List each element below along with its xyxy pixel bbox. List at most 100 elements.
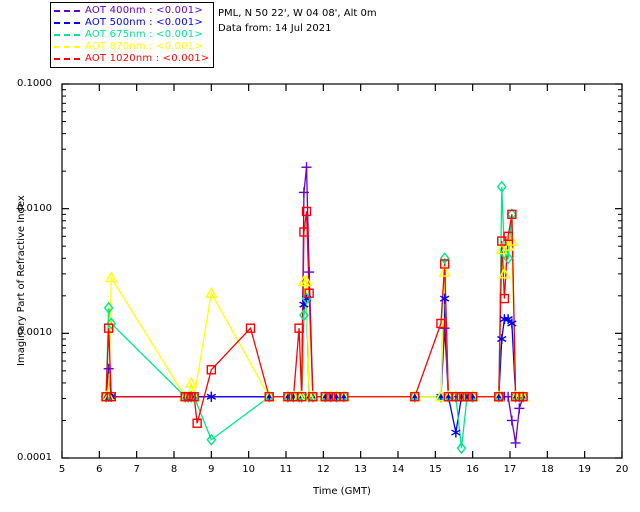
header-block: PML, N 50 22', W 04 08', Alt 0m Data fro… (218, 6, 377, 36)
data-point-diamond (296, 390, 307, 403)
series-layer (99, 162, 530, 455)
data-point-diamond (101, 390, 111, 403)
data-point-plus (506, 415, 517, 426)
data-point-asterisk (507, 318, 517, 329)
data-point-diamond (467, 390, 478, 403)
x-axis-tick-label: 11 (279, 464, 293, 475)
legend-item-aot-400: AOT 400nm : <0.001> (54, 5, 209, 17)
data-point-square (245, 323, 256, 333)
data-point-square (518, 392, 528, 402)
data-point-triangle (498, 267, 511, 279)
x-axis-tick-label: 6 (96, 464, 103, 475)
data-point-diamond (338, 390, 349, 403)
data-point-square (189, 392, 199, 402)
data-point-square (308, 392, 318, 402)
legend-item-label: AOT 675nm : <0.001> (85, 29, 203, 40)
y-axis-tick-label: 0.1000 (17, 78, 52, 89)
data-point-square (296, 392, 307, 402)
legend: AOT 400nm : <0.001> AOT 500nm : <0.001> AO… (50, 2, 215, 68)
data-point-square (192, 418, 202, 428)
series-line-aot-1020nm (105, 211, 524, 424)
x-axis-tick-label: 8 (170, 464, 178, 475)
data-point-asterisk (451, 427, 461, 438)
data-point-square (294, 323, 304, 333)
data-point-square (339, 392, 349, 402)
data-point-square (451, 392, 461, 402)
legend-item-label: AOT 1020nm : <0.001> (85, 53, 210, 64)
data-point-diamond (294, 390, 304, 403)
x-axis-tick-label: 20 (615, 464, 629, 475)
data-point-plus (510, 437, 521, 448)
data-point-square (456, 392, 467, 402)
x-axis-tick-label: 13 (354, 464, 368, 475)
legend-item-aot-1020: AOT 1020nm : <0.001> (54, 53, 209, 65)
data-point-plus (514, 403, 525, 414)
data-point-asterisk (499, 314, 510, 325)
data-point-square (103, 323, 114, 333)
legend-dash-icon (54, 22, 80, 24)
legend-dash-icon (54, 10, 80, 12)
data-point-square (494, 392, 504, 402)
legend-item-aot-870: AOT 870nm : <0.001> (54, 41, 209, 53)
data-point-diamond (496, 180, 507, 193)
data-point-diamond (456, 442, 467, 455)
series-line-aot-500nm (106, 298, 524, 433)
site-location-line: PML, N 50 22', W 04 08', Alt 0m (218, 8, 377, 19)
legend-item-aot-675: AOT 675nm : <0.001> (54, 29, 209, 41)
data-point-square (436, 318, 446, 329)
data-point-diamond (206, 433, 217, 446)
y-axis-tick-label: 0.0001 (17, 452, 52, 463)
data-point-plus (103, 363, 114, 374)
data-point-square (299, 227, 309, 237)
data-point-triangle (184, 376, 198, 388)
series-line-aot-870nm (106, 239, 524, 398)
data-point-diamond (503, 252, 514, 265)
data-point-plus (298, 187, 309, 198)
x-axis-tick-label: 19 (578, 464, 592, 475)
data-point-square (507, 209, 517, 220)
data-point-square (462, 392, 472, 402)
y-axis-tick-label: 0.0100 (17, 202, 52, 214)
y-axis-tick-label: 0.0010 (17, 327, 52, 339)
series-line-aot-675nm (105, 186, 524, 449)
data-point-square (320, 392, 330, 402)
data-point-square (301, 206, 312, 217)
x-axis-tick-label: 14 (391, 464, 405, 475)
data-point-square (326, 392, 336, 402)
data-point-square (410, 392, 420, 402)
data-point-diamond (439, 252, 450, 265)
data-point-triangle (300, 275, 313, 287)
data-date-line: Data from: 14 Jul 2021 (218, 23, 332, 34)
x-axis-tick-label: 9 (208, 464, 215, 475)
legend-dash-icon (54, 58, 80, 60)
data-point-square (101, 392, 111, 402)
data-point-square (499, 293, 510, 304)
plot-frame (61, 83, 623, 459)
data-point-diamond (450, 390, 461, 403)
data-point-diamond (436, 390, 446, 403)
legend-dash-icon (54, 46, 80, 48)
data-point-square (304, 288, 314, 298)
legend-dash-icon (54, 34, 80, 36)
data-point-triangle (105, 271, 118, 283)
data-point-diamond (103, 301, 114, 315)
data-point-square (264, 392, 274, 402)
data-point-triangle (438, 265, 451, 277)
data-point-diamond (443, 390, 454, 403)
x-axis-tick-label: 5 (58, 464, 66, 475)
legend-item-label: AOT 400nm : <0.001> (85, 5, 203, 16)
data-point-asterisk (497, 334, 507, 345)
x-axis-tick-label: 12 (316, 464, 330, 475)
legend-item-label: AOT 870nm : <0.001> (85, 41, 203, 52)
x-axis-tick-label: 17 (503, 464, 517, 475)
x-axis-tick-label: 16 (466, 464, 480, 475)
x-axis-tick-label: 15 (428, 464, 442, 475)
data-point-asterisk (206, 391, 217, 402)
x-axis-title: Time (GMT) (313, 486, 371, 497)
data-point-asterisk (439, 293, 450, 304)
data-point-triangle (205, 286, 218, 298)
data-point-diamond (106, 317, 117, 330)
data-point-diamond (506, 208, 517, 221)
